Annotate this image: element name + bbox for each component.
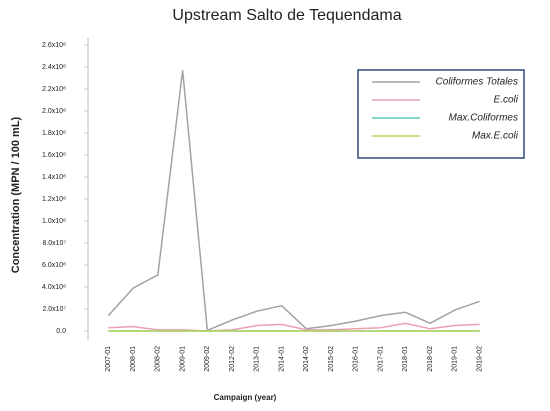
y-tick-label: 1.6x10⁸ <box>42 152 66 159</box>
x-axis-label: Campaign (year) <box>214 393 277 402</box>
legend-label: Max.Coliformes <box>449 113 518 124</box>
x-tick-label: 2017-01 <box>377 346 384 372</box>
x-tick-label: 2016-01 <box>353 346 360 372</box>
y-tick-label: 1.4x10⁸ <box>42 174 66 181</box>
legend-box <box>357 69 525 159</box>
x-tick-label: 2009-02 <box>204 346 211 372</box>
y-tick-label: 2.2x10⁸ <box>42 86 66 93</box>
x-tick-label: 2008-01 <box>130 346 137 372</box>
legend-label: Coliformes Totales <box>436 77 518 88</box>
series-line <box>108 322 480 332</box>
x-tick-label: 2009-01 <box>179 346 186 372</box>
x-tick-label: 2018-01 <box>402 346 409 372</box>
chart-title: Upstream Salto de Tequendama <box>172 7 401 24</box>
x-tick-label: 2014-02 <box>303 346 310 372</box>
x-tick-label: 2007-01 <box>105 346 112 372</box>
legend-label: Max.E.coli <box>472 131 519 142</box>
y-tick-label: 0.0 <box>56 328 66 335</box>
y-tick-label: 1.0x10⁸ <box>42 218 66 225</box>
x-tick-label: 2012-02 <box>229 346 236 372</box>
y-tick-label: 4.0x10⁸ <box>42 284 66 291</box>
y-tick-label: 1.8x10⁸ <box>42 130 66 137</box>
y-tick-label: 8.0x10⁷ <box>42 240 66 247</box>
y-tick-label: 6.0x10⁸ <box>42 262 66 269</box>
y-tick-label: 2.4x10⁸ <box>42 64 66 71</box>
y-tick-label: 1.2x10⁸ <box>42 196 66 203</box>
x-tick-label: 2014-01 <box>278 346 285 372</box>
x-tick-label: 2019-01 <box>452 346 459 372</box>
x-tick-label: 2008-02 <box>155 346 162 372</box>
y-axis-label: Concentration (MPN / 100 mL) <box>10 116 22 273</box>
y-tick-label: 2.0x10⁷ <box>42 306 66 313</box>
x-tick-label: 2013-01 <box>254 346 261 372</box>
y-tick-label: 2.6x10⁸ <box>42 42 66 49</box>
legend-label: E.coli <box>494 95 519 106</box>
x-tick-label: 2015-02 <box>328 346 335 372</box>
y-tick-label: 2.0x10⁸ <box>42 108 66 115</box>
x-tick-label: 2019-02 <box>476 346 483 372</box>
x-tick-label: 2018-02 <box>427 346 434 372</box>
series-line <box>107 70 480 332</box>
